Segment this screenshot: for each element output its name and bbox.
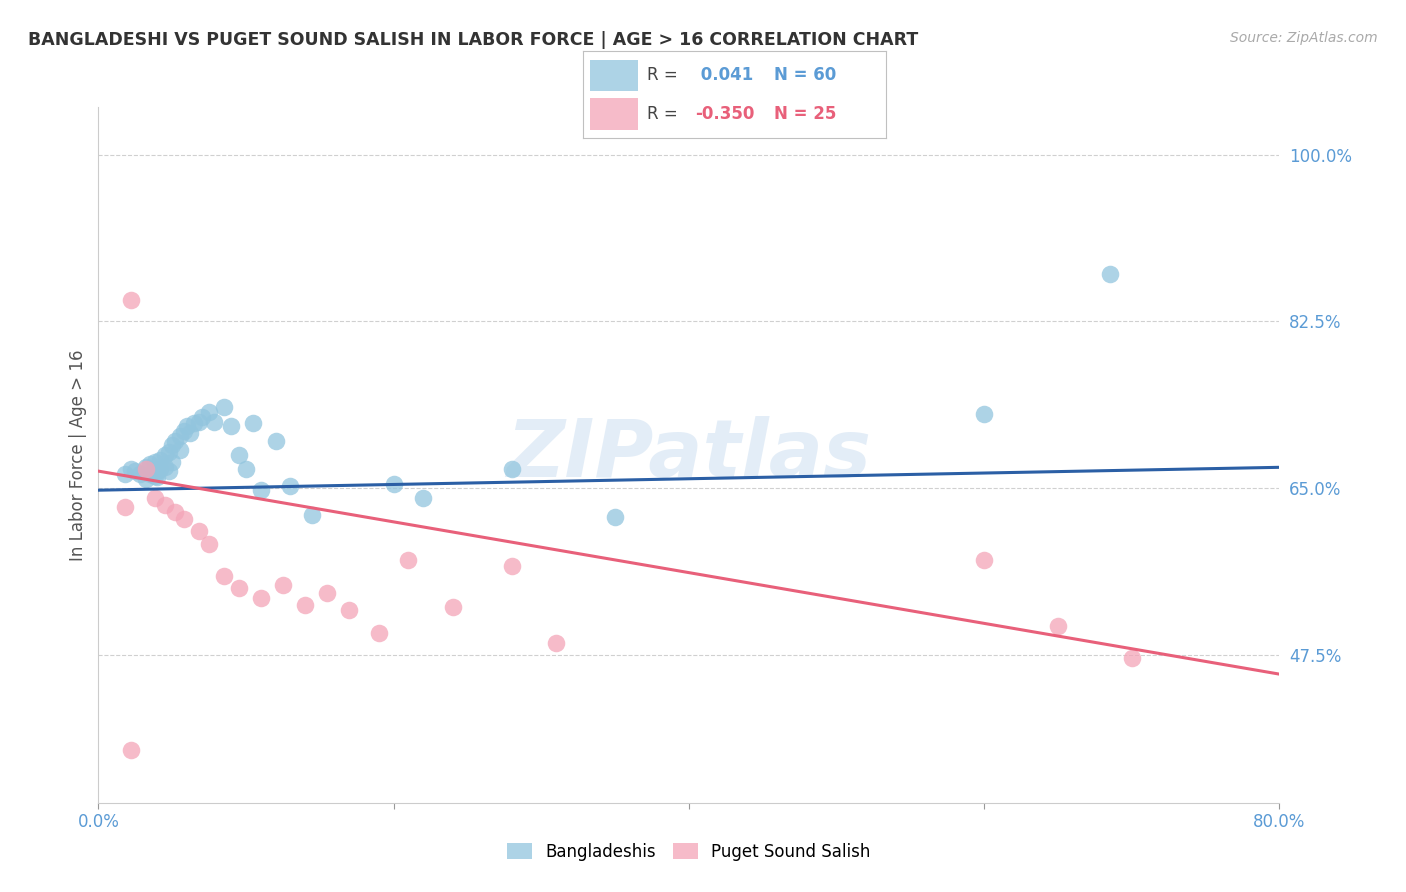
Point bbox=[441, 600, 464, 615]
Point bbox=[191, 409, 214, 424]
Point bbox=[605, 509, 627, 524]
Point bbox=[316, 586, 339, 600]
Point bbox=[157, 464, 180, 478]
Text: Source: ZipAtlas.com: Source: ZipAtlas.com bbox=[1230, 31, 1378, 45]
Text: R =: R = bbox=[647, 104, 678, 123]
Point bbox=[169, 443, 191, 458]
Point bbox=[183, 417, 205, 431]
Point bbox=[176, 419, 198, 434]
Point bbox=[219, 419, 242, 434]
Point bbox=[1121, 651, 1143, 665]
Point bbox=[143, 469, 166, 483]
Point bbox=[146, 464, 169, 478]
Point bbox=[128, 467, 150, 481]
Point bbox=[120, 462, 142, 476]
Point bbox=[1098, 267, 1121, 281]
Point bbox=[179, 425, 201, 440]
Point bbox=[396, 553, 419, 567]
Point bbox=[212, 401, 235, 415]
Bar bbox=[589, 98, 638, 129]
Point bbox=[139, 467, 162, 481]
Point bbox=[973, 553, 995, 567]
Point bbox=[153, 448, 176, 462]
Point bbox=[271, 578, 294, 592]
Point bbox=[250, 483, 273, 498]
Point bbox=[337, 603, 360, 617]
Text: N = 60: N = 60 bbox=[773, 66, 837, 85]
Text: N = 25: N = 25 bbox=[773, 104, 837, 123]
Text: R =: R = bbox=[647, 66, 678, 85]
Point bbox=[135, 462, 157, 476]
Point bbox=[135, 472, 157, 486]
Point bbox=[114, 467, 136, 481]
Point bbox=[153, 460, 176, 475]
Point bbox=[198, 536, 221, 550]
Point bbox=[198, 405, 221, 419]
Point bbox=[242, 417, 264, 431]
Bar bbox=[589, 60, 638, 91]
Point bbox=[173, 512, 195, 526]
Point bbox=[294, 598, 316, 612]
Point bbox=[114, 500, 136, 515]
Point bbox=[157, 445, 180, 459]
Point bbox=[228, 448, 250, 462]
Point bbox=[165, 505, 187, 519]
Point bbox=[120, 743, 142, 757]
Text: BANGLADESHI VS PUGET SOUND SALISH IN LABOR FORCE | AGE > 16 CORRELATION CHART: BANGLADESHI VS PUGET SOUND SALISH IN LAB… bbox=[28, 31, 918, 49]
Point bbox=[124, 464, 146, 478]
Point bbox=[149, 452, 172, 467]
Text: -0.350: -0.350 bbox=[696, 104, 755, 123]
Point bbox=[973, 407, 995, 421]
Point bbox=[173, 424, 195, 438]
Point bbox=[120, 293, 142, 307]
Point bbox=[501, 462, 523, 476]
Point bbox=[1046, 619, 1069, 633]
Point bbox=[165, 434, 187, 448]
Point bbox=[250, 591, 273, 605]
Point bbox=[187, 524, 209, 538]
Point bbox=[382, 476, 405, 491]
Legend: Bangladeshis, Puget Sound Salish: Bangladeshis, Puget Sound Salish bbox=[501, 836, 877, 868]
Point bbox=[149, 462, 172, 476]
Point bbox=[153, 499, 176, 513]
Point bbox=[368, 626, 391, 640]
Point bbox=[228, 582, 250, 596]
Point bbox=[301, 508, 323, 522]
Point bbox=[278, 479, 302, 493]
Text: 0.041: 0.041 bbox=[696, 66, 754, 85]
Point bbox=[544, 635, 567, 649]
Point bbox=[169, 429, 191, 443]
Point bbox=[235, 462, 257, 476]
Point bbox=[501, 559, 523, 574]
Point bbox=[143, 491, 166, 505]
Point bbox=[187, 415, 209, 429]
Point bbox=[143, 454, 166, 468]
Text: ZIPatlas: ZIPatlas bbox=[506, 416, 872, 494]
Point bbox=[162, 438, 183, 452]
Point bbox=[264, 434, 287, 448]
Point bbox=[212, 569, 235, 583]
Point bbox=[146, 470, 169, 484]
Point bbox=[412, 491, 434, 505]
Y-axis label: In Labor Force | Age > 16: In Labor Force | Age > 16 bbox=[69, 349, 87, 561]
Point bbox=[139, 458, 162, 472]
Point bbox=[135, 460, 157, 475]
Point bbox=[202, 415, 225, 429]
Point bbox=[162, 454, 183, 468]
